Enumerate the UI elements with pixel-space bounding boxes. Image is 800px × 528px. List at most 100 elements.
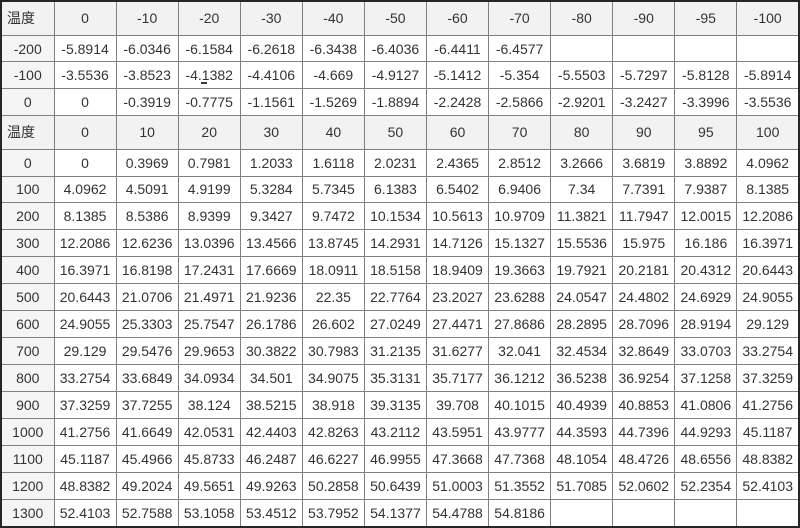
- value-cell: 50.6439: [363, 471, 427, 500]
- value-cell: 20.6443: [736, 256, 800, 285]
- value-cell: 38.124: [177, 390, 241, 419]
- value-cell: 36.9254: [612, 363, 676, 392]
- column-header-cell: -95: [674, 0, 738, 36]
- table-row: 0 0 0.3969 0.7981 1.2033 1.6118 2.0231 2.4365 2.…: [0, 148, 800, 177]
- value-cell: 40.1015: [488, 390, 552, 419]
- value-cell: [550, 34, 614, 63]
- column-header-cell: 30: [239, 115, 303, 150]
- value-cell: 16.3971: [53, 256, 117, 285]
- value-cell: 3.8892: [674, 148, 738, 177]
- value-cell: 18.9409: [425, 256, 490, 285]
- column-header-cell: 95: [674, 115, 738, 150]
- temp-label-cell: 1200: [0, 471, 55, 500]
- temp-label-cell: 0: [0, 88, 55, 117]
- value-cell: 21.9236: [239, 283, 303, 312]
- value-cell: -5.354: [488, 61, 552, 90]
- value-cell: -4.669: [301, 61, 365, 90]
- value-cell: -2.2428: [425, 88, 490, 117]
- value-cell: 24.9055: [736, 283, 800, 312]
- value-cell: [736, 34, 800, 63]
- table-row: 700 29.129 29.5476 29.9653 30.3822 30.7983 31.…: [0, 337, 800, 365]
- value-cell: 5.3284: [239, 175, 303, 204]
- value-cell: 24.0547: [550, 283, 614, 312]
- column-header-cell: -50: [363, 0, 427, 36]
- column-header-cell: 40: [301, 115, 365, 150]
- column-header-cell: 50: [363, 115, 427, 150]
- temp-label-cell: -200: [0, 34, 55, 63]
- value-cell: 29.129: [736, 310, 800, 339]
- value-cell: -4.9127: [363, 61, 427, 90]
- value-cell: 15.5536: [550, 229, 614, 258]
- temp-label-cell: 800: [0, 363, 55, 392]
- value-cell: -6.4411: [425, 34, 490, 63]
- value-cell: 3.6819: [612, 148, 676, 177]
- value-cell: 23.2027: [425, 283, 490, 312]
- value-cell: -0.7775: [177, 88, 241, 117]
- value-cell: 34.501: [239, 363, 303, 392]
- value-cell: 39.708: [425, 390, 490, 419]
- value-cell: -5.1412: [425, 61, 490, 90]
- value-cell: 30.3822: [239, 337, 303, 365]
- value-cell: 43.2112: [363, 417, 427, 446]
- table-row: -100 -3.5536 -3.8523 -4.1382 -4.4106 -4.669 -4…: [0, 61, 800, 90]
- value-cell: 29.129: [53, 337, 117, 365]
- value-cell: 48.6556: [674, 444, 738, 473]
- value-cell: 20.6443: [53, 283, 117, 312]
- value-cell: 48.1054: [550, 444, 614, 473]
- value-cell: -4.4106: [239, 61, 303, 90]
- column-header-cell: -40: [301, 0, 365, 36]
- value-cell: 33.6849: [115, 363, 179, 392]
- value-cell: 27.0249: [363, 310, 427, 339]
- temperature-corner-header-cell: 温度: [0, 115, 55, 150]
- table-row: 600 24.9055 25.3303 25.7547 26.1786 26.602 27.…: [0, 310, 800, 339]
- value-cell: 22.7764: [363, 283, 427, 312]
- table-row: -200 -5.8914 -6.0346 -6.1584 -6.2618 -6.3438-…: [0, 34, 800, 63]
- table-row: 1300 52.4103 52.7588 53.1058 53.4512 53.7952 5…: [0, 498, 800, 528]
- value-cell: 45.4966: [115, 444, 179, 473]
- value-cell: 10.5613: [425, 202, 490, 231]
- value-cell: 42.8263: [301, 417, 365, 446]
- value-cell: 8.5386: [115, 202, 179, 231]
- value-cell: 14.7126: [425, 229, 490, 258]
- value-cell: -1.1561: [239, 88, 303, 117]
- value-cell: 54.4788: [425, 498, 490, 528]
- value-cell: -6.0346: [115, 34, 179, 63]
- value-cell: 45.1187: [53, 444, 117, 473]
- value-cell: 17.6669: [239, 256, 303, 285]
- value-cell: [674, 498, 738, 528]
- value-cell: 12.6236: [115, 229, 179, 258]
- value-cell: 35.7177: [425, 363, 490, 392]
- value-cell: 26.1786: [239, 310, 303, 339]
- value-cell: 8.9399: [177, 202, 241, 231]
- column-header-cell: 100: [736, 115, 800, 150]
- value-cell: -6.2618: [239, 34, 303, 63]
- value-cell: 51.7085: [550, 471, 614, 500]
- value-cell: 39.3135: [363, 390, 427, 419]
- column-header-cell: 10: [115, 115, 179, 150]
- value-cell: 45.1187: [736, 417, 800, 446]
- value-cell: 52.2354: [674, 471, 738, 500]
- value-cell: 13.8745: [301, 229, 365, 258]
- value-cell: 16.8198: [115, 256, 179, 285]
- value-cell: 36.1212: [488, 363, 552, 392]
- value-cell: -6.4577: [488, 34, 552, 63]
- column-header-cell: -30: [239, 0, 303, 36]
- value-cell: 17.2431: [177, 256, 241, 285]
- value-cell: [612, 498, 676, 528]
- value-cell: 45.8733: [177, 444, 241, 473]
- column-header-cell: -80: [550, 0, 614, 36]
- value-cell: 2.4365: [425, 148, 490, 177]
- table-row: 1200 48.8382 49.2024 49.5651 49.9263 50.2858 5…: [0, 471, 800, 500]
- value-cell: 3.2666: [550, 148, 614, 177]
- value-cell: 21.0706: [115, 283, 179, 312]
- value-cell: 31.2135: [363, 337, 427, 365]
- table-row: 1000 41.2756 41.6649 42.0531 42.4403 42.8263 4…: [0, 417, 800, 446]
- value-cell: 42.0531: [177, 417, 241, 446]
- temp-label-cell: 1300: [0, 498, 55, 528]
- value-cell: 37.7255: [115, 390, 179, 419]
- value-cell: -5.7297: [612, 61, 676, 90]
- value-cell: [674, 34, 738, 63]
- value-cell: 30.7983: [301, 337, 365, 365]
- value-cell: 12.2086: [53, 229, 117, 258]
- value-cell: 32.4534: [550, 337, 614, 365]
